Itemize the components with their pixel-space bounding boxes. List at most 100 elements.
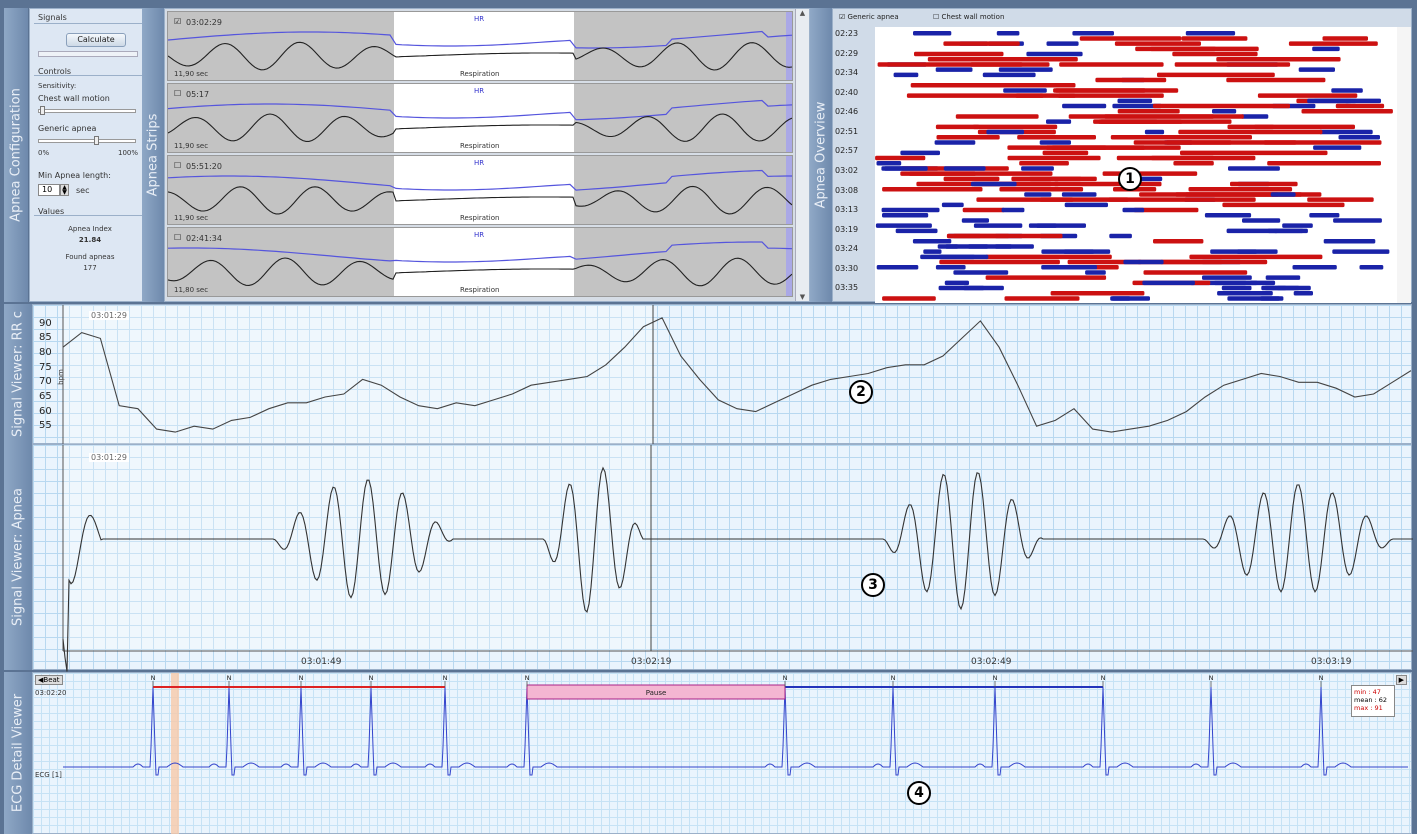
- ecg-detail-viewer-tab[interactable]: ECG Detail Viewer: [4, 672, 32, 834]
- apnea-strips-tab[interactable]: Apnea Strips: [142, 8, 164, 302]
- chest-wall-motion-bar: [1260, 296, 1280, 301]
- generic-apnea-bar: [1188, 187, 1279, 192]
- legend-generic-apnea[interactable]: ☑ Generic apnea: [839, 13, 899, 21]
- apnea-overview-tab[interactable]: Apnea Overview: [810, 8, 832, 302]
- strip-checkbox[interactable]: ☐: [174, 89, 182, 98]
- chest-wall-motion-bar: [1041, 265, 1097, 270]
- overview-time-label: 02:46: [835, 107, 859, 117]
- callout-marker-2: 2: [849, 380, 873, 404]
- min-apnea-length-input[interactable]: 10: [38, 184, 60, 196]
- strip-selection-bar: [786, 84, 792, 152]
- apnea-signal-viewer-tab[interactable]: Signal Viewer: Apnea: [4, 444, 32, 670]
- generic-apnea-bar: [1173, 161, 1214, 166]
- strip-checkbox[interactable]: ☐: [174, 233, 182, 242]
- arrow-right-icon[interactable]: ▶: [1395, 675, 1407, 685]
- generic-apnea-bar: [1011, 176, 1097, 182]
- strip-respiration-label: Respiration: [460, 286, 500, 294]
- separator: [34, 75, 144, 76]
- generic-apnea-bar: [1153, 239, 1204, 244]
- overview-plot[interactable]: [875, 27, 1397, 303]
- apnea-waveform: [62, 445, 1413, 672]
- min-apnea-length-spinner[interactable]: ▲ ▼: [60, 184, 69, 196]
- rr-y-tick: 60: [39, 405, 52, 417]
- chest-wall-motion-bar: [1063, 249, 1111, 254]
- chest-wall-motion-bar: [1213, 280, 1258, 286]
- generic-apnea-bar: [976, 197, 1074, 202]
- generic-apnea-bar: [1157, 72, 1275, 78]
- apnea-signal-viewer[interactable]: 03:01:29 03:01:49 03:02:19 03:02:49 03:03:1…: [32, 444, 1413, 672]
- chest-wall-motion-bar: [1331, 88, 1363, 93]
- chest-wall-motion-bar: [1323, 239, 1376, 244]
- slider-min-label: 0%: [38, 149, 50, 157]
- generic-apnea-bar: [1254, 124, 1355, 130]
- ecg-detail-viewer[interactable]: ◀Beat ▶ 03:02:20 ECG [1] Pause N N N N N N N N N N…: [32, 672, 1412, 834]
- generic-apnea-bar: [1301, 109, 1393, 114]
- chest-wall-motion-bar: [938, 254, 989, 260]
- strip-time-label: 03:02:29: [186, 18, 222, 27]
- strip-hr-line: [168, 241, 792, 263]
- scroll-down-icon[interactable]: ▼: [799, 293, 806, 301]
- chest-wall-motion-bar: [1359, 265, 1384, 270]
- chest-wall-motion-bar: [935, 67, 973, 72]
- legend-chest-wall-motion[interactable]: ☐ Chest wall motion: [933, 13, 1005, 21]
- apnea-strip[interactable]: ☑ 03:02:29 11,90 sec HR Respiration: [167, 11, 793, 81]
- generic-apnea-bar: [914, 51, 1004, 57]
- chest-wall-motion-bar: [913, 31, 952, 36]
- chest-wall-motion-bar: [1003, 88, 1047, 93]
- scroll-up-icon[interactable]: ▲: [799, 9, 806, 17]
- callout-marker-1: 1: [1118, 167, 1142, 191]
- chest-wall-motion-bar: [935, 265, 966, 270]
- chest-wall-motion-bar: [982, 72, 1036, 78]
- chest-wall-motion-bar: [923, 249, 942, 254]
- strip-waveform: [168, 99, 792, 142]
- chest-wall-motion-slider-thumb[interactable]: [39, 106, 45, 115]
- ecg-highlight-band: [171, 673, 179, 834]
- beat-label: N: [525, 674, 530, 682]
- generic-apnea-slider[interactable]: [38, 139, 136, 143]
- chest-wall-motion-bar: [1312, 46, 1340, 52]
- generic-apnea-bar: [962, 207, 1005, 213]
- chest-wall-motion-slider[interactable]: [38, 109, 136, 113]
- beat-nav-button[interactable]: ◀Beat: [35, 675, 63, 685]
- ecg-mean-stat: mean : 62: [1354, 696, 1388, 704]
- generic-apnea-bar: [943, 176, 1000, 182]
- legend-checkbox-icon[interactable]: ☑: [839, 13, 848, 21]
- found-apneas-label: Found apneas: [65, 253, 115, 261]
- chest-wall-motion-bar: [1144, 129, 1165, 135]
- generic-apnea-bar: [1178, 129, 1323, 135]
- rr-signal-viewer-tab[interactable]: Signal Viewer: RR c: [4, 304, 32, 444]
- beat-label: N: [227, 674, 232, 682]
- slider-max-label: 100%: [118, 149, 139, 157]
- generic-apnea-bar: [1180, 150, 1328, 156]
- strips-scrollbar[interactable]: ▲ ▼: [795, 9, 809, 301]
- strip-checkbox[interactable]: ☑: [174, 17, 182, 26]
- chest-wall-motion-bar: [1265, 275, 1301, 280]
- chest-wall-motion-bar: [1110, 296, 1150, 301]
- chest-wall-motion-bar: [1061, 192, 1097, 197]
- apnea-strip[interactable]: ☐ 05:17 11,90 sec HR Respiration: [167, 83, 793, 153]
- apnea-strip[interactable]: ☐ 02:41:34 11,80 sec HR Respiration: [167, 227, 793, 297]
- calculate-button[interactable]: Calculate: [66, 33, 126, 47]
- strip-checkbox[interactable]: ☐: [174, 161, 182, 170]
- generic-apnea-bar: [946, 233, 1063, 239]
- apnea-x-tick: 03:02:49: [971, 657, 1012, 667]
- chest-wall-motion-bar: [967, 244, 1012, 249]
- strip-respiration-line: [168, 41, 792, 71]
- generic-apnea-bar: [1135, 46, 1259, 52]
- ecg-pause-label: Pause: [646, 689, 667, 697]
- generic-apnea-bar: [1055, 88, 1179, 93]
- strip-respiration-line: [168, 113, 792, 142]
- chest-wall-motion-bar: [963, 285, 1004, 291]
- generic-apnea-bar: [1108, 197, 1256, 202]
- overview-time-label: 03:30: [835, 263, 859, 273]
- apnea-selection-shade: [63, 445, 651, 651]
- chest-wall-motion-bar: [941, 202, 964, 208]
- generic-apnea-bar: [906, 93, 1044, 98]
- legend-checkbox-icon[interactable]: ☐: [933, 13, 942, 21]
- chest-wall-motion-bar: [1273, 228, 1304, 234]
- apnea-strip[interactable]: ☐ 05:51:20 11,90 sec HR Respiration: [167, 155, 793, 225]
- overview-minimap[interactable]: [1397, 27, 1411, 303]
- generic-apnea-slider-thumb[interactable]: [93, 136, 99, 145]
- apnea-configuration-tab[interactable]: Apnea Configuration: [4, 8, 28, 302]
